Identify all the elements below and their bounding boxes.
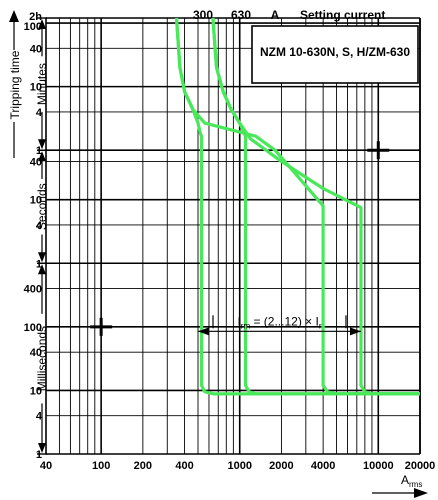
y-tick-label: 1	[36, 449, 42, 461]
range-label: Seconds	[35, 183, 49, 230]
y-tick-label: 40	[30, 43, 42, 55]
y-tick-label: 2h	[29, 11, 42, 23]
y-tick-label: 10	[30, 195, 42, 207]
y-tick-label: 1	[36, 258, 42, 270]
crosshair-markers	[90, 141, 390, 336]
x-tick-label: 40	[40, 460, 52, 472]
annotation-text: = (2...12) × I	[250, 314, 319, 328]
y-axis-label: Tripping time	[8, 50, 22, 119]
y-tick-label: 40	[30, 156, 42, 168]
range-arrow-down-icon	[38, 139, 46, 150]
range-label: Milliseconds	[35, 326, 49, 391]
range-arrow-down-icon	[38, 443, 46, 453]
header-unit: A	[271, 8, 280, 22]
header-value-300: 300	[193, 8, 213, 22]
y-axis-arrow-icon	[9, 10, 19, 22]
annotation-subscript: r	[319, 321, 322, 330]
y-tick-label: 10	[30, 82, 42, 94]
grid	[45, 17, 421, 455]
device-label: NZM 10-630N, S, H/ZM-630	[260, 45, 410, 59]
range-arrow-up-icon	[38, 151, 46, 162]
annotation-arrow-right-icon	[349, 327, 361, 336]
y-tick-label: 1	[36, 145, 42, 157]
y-tick-label: 4	[36, 107, 43, 119]
x-tick-label: 4000	[311, 460, 335, 472]
y-tick-label: 4	[36, 411, 43, 423]
y-tick-label: 100	[24, 21, 42, 33]
x-axis-label: Arms	[401, 473, 422, 489]
x-axis-label-sub: rms	[409, 480, 422, 489]
time-ranges: Minutes Seconds Milliseconds	[35, 17, 49, 455]
x-axis-arrow-icon	[414, 488, 428, 498]
device-label-box	[251, 25, 419, 84]
x-tick-label: 20000	[405, 460, 436, 472]
setting-range-annotation: Irm = (2...12) × Ir	[198, 314, 361, 336]
annotation-arrow-left-icon	[198, 327, 210, 336]
tick-labels: 40 100 200 400 1000 2000 4000 10000 200002h10040…	[24, 11, 436, 472]
y-tick-label: 10	[30, 385, 42, 397]
annotation-subscript: rm	[241, 321, 251, 330]
trip-curve-4	[211, 17, 420, 396]
x-tick-label: 1000	[227, 460, 251, 472]
x-tick-label: 100	[92, 460, 110, 472]
annotation-text: I	[237, 314, 240, 328]
x-tick-label: 2000	[269, 460, 293, 472]
y-tick-label: 100	[24, 322, 42, 334]
x-tick-label: 200	[134, 460, 152, 472]
range-arrow-up-icon	[38, 19, 46, 29]
x-tick-label: 10000	[363, 460, 394, 472]
chart-title: Setting current	[300, 8, 385, 22]
range-arrow-up-icon	[38, 264, 46, 275]
range-arrow-down-icon	[38, 252, 46, 263]
annotation-label: Irm = (2...12) × Ir	[237, 314, 321, 330]
range-label: Minutes	[35, 63, 49, 105]
y-tick-label: 40	[30, 347, 42, 359]
x-axis-label-main: A	[401, 473, 409, 487]
curves	[174, 17, 420, 396]
trip-curve-2	[174, 17, 420, 396]
x-tick-label: 400	[175, 460, 193, 472]
header-value-630: 630	[231, 8, 251, 22]
y-tick-label: 400	[24, 284, 42, 296]
y-tick-label: 4	[36, 220, 43, 232]
